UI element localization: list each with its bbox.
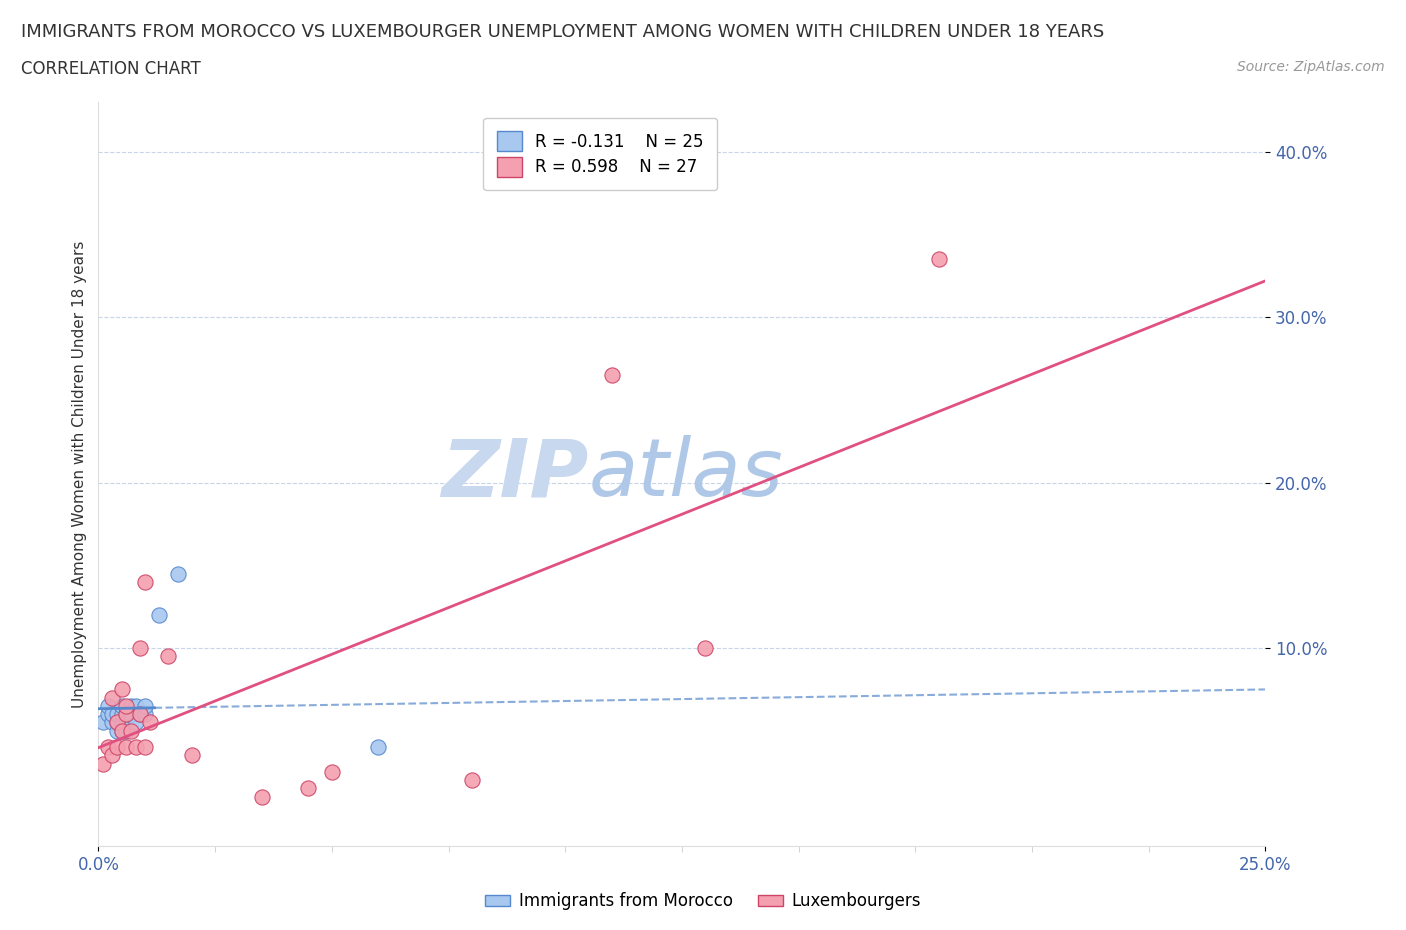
Point (111, 707, 134, 722)
Point (129, 707, 152, 722)
Point (148, 607, 170, 622)
Point (105, 715, 128, 730)
Legend: R = -0.131    N = 25, R = 0.598    N = 27: R = -0.131 N = 25, R = 0.598 N = 27 (484, 118, 717, 190)
Point (695, 641, 717, 656)
Point (111, 682, 134, 697)
Point (297, 781, 319, 796)
Point (101, 707, 124, 722)
Point (105, 739, 128, 754)
Point (928, 252, 950, 267)
Point (97, 698, 120, 713)
Point (120, 698, 142, 713)
Point (129, 641, 152, 656)
Point (115, 707, 138, 722)
Point (166, 566, 188, 581)
Point (105, 715, 128, 730)
Text: atlas: atlas (589, 435, 783, 513)
Point (180, 748, 202, 763)
Point (111, 698, 134, 713)
Point (125, 715, 148, 730)
Point (120, 724, 142, 738)
Point (105, 707, 128, 722)
Point (250, 790, 273, 804)
Point (91, 756, 114, 771)
Point (134, 575, 156, 590)
Point (321, 764, 343, 779)
Point (97, 707, 120, 722)
Point (115, 739, 138, 754)
Point (125, 739, 148, 754)
Point (105, 724, 128, 738)
Point (111, 715, 134, 730)
Point (139, 715, 162, 730)
Text: IMMIGRANTS FROM MOROCCO VS LUXEMBOURGER UNEMPLOYMENT AMONG WOMEN WITH CHILDREN U: IMMIGRANTS FROM MOROCCO VS LUXEMBOURGER … (21, 23, 1104, 41)
Point (97, 739, 120, 754)
Point (134, 698, 156, 713)
Point (157, 649, 180, 664)
Point (120, 707, 142, 722)
Point (101, 748, 124, 763)
Point (111, 724, 134, 738)
Legend: Immigrants from Morocco, Luxembourgers: Immigrants from Morocco, Luxembourgers (479, 885, 927, 917)
Point (101, 690, 124, 705)
Y-axis label: Unemployment Among Women with Children Under 18 years: Unemployment Among Women with Children U… (72, 241, 87, 708)
Text: Source: ZipAtlas.com: Source: ZipAtlas.com (1237, 60, 1385, 74)
Point (125, 698, 148, 713)
Point (115, 724, 138, 738)
Point (115, 715, 138, 730)
Point (461, 773, 484, 788)
Point (115, 707, 138, 722)
Text: CORRELATION CHART: CORRELATION CHART (21, 60, 201, 78)
Point (600, 367, 623, 382)
Point (367, 739, 389, 754)
Point (115, 698, 138, 713)
Point (129, 707, 152, 722)
Point (91, 715, 114, 730)
Point (134, 739, 156, 754)
Point (134, 707, 156, 722)
Text: ZIP: ZIP (441, 435, 589, 513)
Point (101, 715, 124, 730)
Point (111, 724, 134, 738)
